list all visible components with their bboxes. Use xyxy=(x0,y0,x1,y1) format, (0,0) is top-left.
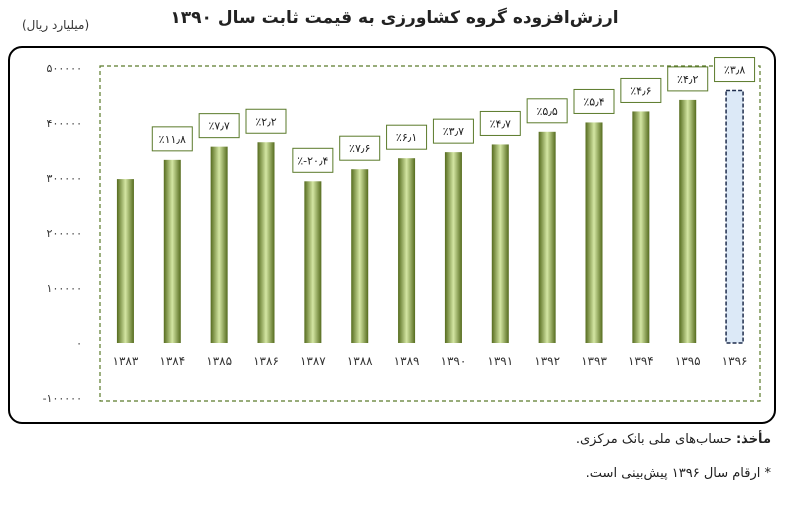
source-note: مأخذ: حساب‌های ملی بانک مرکزی. xyxy=(576,432,771,447)
plot-area-border xyxy=(99,65,761,402)
x-tick-label: ۱۳۹۶ xyxy=(722,354,748,368)
data-label-box xyxy=(386,124,428,150)
bar xyxy=(116,179,134,343)
chart-title: ارزش‌افزوده گروه کشاورزی به قیمت ثابت سا… xyxy=(170,8,619,28)
data-label-box xyxy=(620,77,662,103)
x-tick-label: ۱۳۸۵ xyxy=(206,354,232,368)
data-label: ٪۲٫۲ xyxy=(255,115,276,128)
x-tick-label: ۱۳۸۳ xyxy=(113,354,139,368)
bar xyxy=(304,181,322,343)
x-tick-label: ۱۳۹۲ xyxy=(534,354,560,368)
x-tick-label: ۱۳۹۳ xyxy=(581,354,607,368)
forecast-note: * ارقام سال ۱۳۹۶ پیش‌بینی است. xyxy=(585,466,771,481)
data-label: ٪۱۱٫۸ xyxy=(159,133,186,146)
data-label-box xyxy=(245,108,287,134)
x-tick-label: ۱۳۸۹ xyxy=(394,354,420,368)
bar xyxy=(491,144,509,343)
x-tick-label: ۱۳۸۶ xyxy=(253,354,279,368)
x-tick-label: ۱۳۹۴ xyxy=(628,354,654,368)
data-label-box xyxy=(198,113,240,139)
data-label: ٪۷٫۷ xyxy=(208,120,229,133)
forecast-bar xyxy=(725,89,744,344)
source-text: حساب‌های ملی بانک مرکزی. xyxy=(575,432,736,447)
data-label: ٪۳٫۷ xyxy=(443,125,464,138)
bar xyxy=(351,169,369,343)
data-label-box xyxy=(339,135,381,161)
data-label: ٪۵٫۴ xyxy=(583,95,604,108)
y-tick-label: ۵۰۰۰۰۰ xyxy=(47,62,82,75)
y-tick-label: ۲۰۰۰۰۰ xyxy=(47,227,82,240)
chart-plot: -۱۰۰۰۰۰ ۰ ۱۰۰۰۰۰ ۲۰۰۰۰۰ ۳۰۰۰۰۰ ۴۰۰۰۰۰ ۵۰۰۰۰۰ ٪… xyxy=(43,57,761,405)
x-tick-label: ۱۳۹۰ xyxy=(441,354,467,368)
data-label: ٪۷٫۶ xyxy=(349,142,370,155)
data-label: ٪۴٫۷ xyxy=(490,117,511,130)
y-tick-label: ۳۰۰۰۰۰ xyxy=(47,172,82,185)
x-tick-label: ۱۳۹۱ xyxy=(487,354,513,368)
source-prefix: مأخذ: xyxy=(735,432,771,447)
bar xyxy=(538,131,556,343)
data-label-box xyxy=(151,126,193,152)
bar xyxy=(679,99,697,344)
bar xyxy=(163,159,181,343)
unit-label: (میلیارد ریال) xyxy=(22,18,90,32)
bar xyxy=(257,142,275,343)
bar xyxy=(585,122,603,343)
y-tick-label: ۰ xyxy=(76,337,82,350)
data-label-box xyxy=(479,110,521,136)
bar xyxy=(632,111,650,343)
data-label: ٪۶٫۱ xyxy=(396,131,417,144)
y-tick-label: -۱۰۰۰۰۰ xyxy=(43,392,82,405)
bar xyxy=(444,152,462,343)
data-label-box xyxy=(432,118,474,144)
data-label-box xyxy=(667,66,709,92)
data-label-box xyxy=(526,98,568,124)
x-tick-label: ۱۳۹۵ xyxy=(675,354,701,368)
x-tick-label: ۱۳۸۷ xyxy=(300,354,326,368)
bar xyxy=(398,158,416,343)
x-tick-label: ۱۳۸۸ xyxy=(347,354,373,368)
y-tick-label: ۴۰۰۰۰۰ xyxy=(47,117,82,130)
data-label: ٪۳٫۸ xyxy=(724,64,745,77)
x-tick-label: ۱۳۸۴ xyxy=(159,354,185,368)
data-label-box xyxy=(292,147,334,173)
chart-frame xyxy=(8,46,776,424)
data-label: ٪۵٫۵ xyxy=(536,105,557,118)
y-tick-label: ۱۰۰۰۰۰ xyxy=(47,282,82,295)
data-label-box xyxy=(573,88,615,114)
data-label: ٪۴٫۲ xyxy=(677,73,698,86)
data-label: ٪۴٫۶ xyxy=(630,84,651,97)
bar xyxy=(210,146,228,343)
data-label: ٪-۲۰٫۴ xyxy=(297,154,328,167)
data-label-box xyxy=(714,57,756,83)
